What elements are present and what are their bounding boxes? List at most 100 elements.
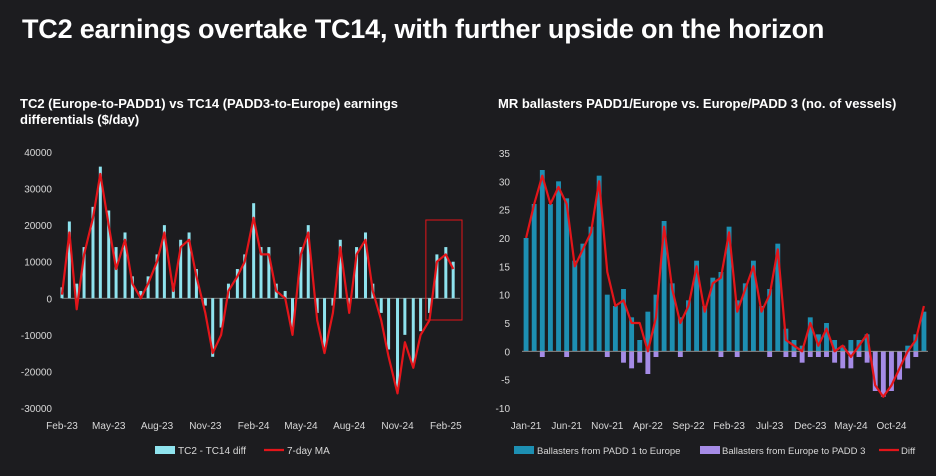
padd1-bar [718, 272, 724, 352]
europe-bar [815, 351, 821, 357]
diff-bar [82, 247, 86, 299]
x-tick-label-2: Apr-22 [633, 421, 663, 432]
y-tick-label-2: 10 [499, 291, 511, 302]
diff-bar [355, 247, 359, 299]
diff-bar [428, 298, 432, 313]
diff-bar [419, 298, 423, 332]
europe-bar [783, 351, 789, 357]
x-tick-label-2: Feb-23 [713, 421, 745, 432]
diff-bar [411, 298, 415, 365]
padd1-bar [759, 306, 764, 352]
padd1-bar [824, 323, 829, 352]
y-tick-label-2: -5 [501, 376, 510, 387]
highlight-box [425, 219, 463, 321]
diff-bar [187, 232, 191, 299]
diff-bar [114, 247, 118, 299]
padd1-bar [539, 170, 545, 352]
x-tick-label-1: Nov-23 [189, 421, 222, 432]
padd1-bar [669, 283, 675, 352]
europe-bar [807, 351, 813, 357]
y-tick-label-2: 5 [504, 319, 510, 330]
diff-bar [403, 298, 407, 335]
europe-bar [653, 351, 659, 357]
diff-bar [396, 298, 400, 390]
diff-bar [315, 298, 319, 313]
padd1-bar [653, 294, 659, 352]
y-tick-label-1: -30000 [21, 404, 53, 415]
padd1-bar [807, 317, 813, 352]
padd1-bar [913, 334, 919, 352]
diff-bar [387, 298, 391, 350]
europe-bar [539, 351, 545, 357]
chart-2-title: MR ballasters PADD1/Europe vs. Europe/PA… [498, 96, 897, 111]
padd1-bar [905, 345, 911, 352]
x-tick-label-1: Feb-25 [430, 421, 462, 432]
x-tick-label-2: Jan-21 [511, 421, 542, 432]
y-tick-label-1: -20000 [21, 367, 53, 378]
padd1-bar [645, 311, 651, 352]
europe-bar [864, 351, 870, 363]
europe-bar [645, 351, 651, 374]
padd1-bar [547, 204, 553, 352]
padd1-bar [612, 306, 618, 352]
x-tick-label-2: Nov-21 [591, 421, 624, 432]
legend-label-diff: Diff [901, 446, 915, 457]
diff-bar [203, 298, 207, 306]
diff-bar [162, 225, 166, 299]
europe-bar [872, 351, 878, 391]
padd1-bar [629, 317, 635, 352]
europe-bar [564, 351, 570, 357]
diff-bar [444, 247, 448, 299]
padd1-bar [742, 283, 748, 352]
diff-bar [299, 247, 303, 299]
legend-swatch-padd1 [514, 446, 534, 454]
y-tick-label-2: 35 [499, 149, 511, 160]
europe-bar [629, 351, 635, 369]
europe-bar [604, 351, 610, 357]
x-tick-label-1: Feb-23 [46, 421, 78, 432]
diff-bar [235, 269, 239, 299]
y-tick-label-1: 30000 [24, 185, 52, 196]
europe-bar [799, 351, 805, 363]
diff-bar [331, 298, 335, 306]
diff-bar [259, 247, 263, 299]
padd1-bar [848, 340, 854, 352]
y-tick-label-2: 20 [499, 234, 511, 245]
y-tick-label-2: 15 [499, 262, 511, 273]
padd1-bar [523, 238, 529, 352]
europe-bar [832, 351, 838, 363]
padd1-bar [702, 306, 708, 352]
diff-bar [146, 276, 150, 299]
europe-bar [897, 351, 903, 380]
europe-bar [621, 351, 626, 363]
x-tick-label-2: Jul-23 [756, 421, 784, 432]
padd1-bar [840, 345, 846, 352]
europe-bar [637, 351, 643, 363]
diff-bar [243, 254, 247, 299]
diff-bar [91, 206, 95, 299]
diff-bar [323, 298, 327, 350]
y-tick-label-1: 10000 [24, 258, 52, 269]
diff-bar [98, 166, 102, 299]
padd1-bar [572, 260, 578, 352]
padd1-bar [677, 317, 683, 352]
padd1-bar [832, 340, 838, 352]
diff-bar [211, 298, 215, 357]
legend-label-europe: Ballasters from Europe to PADD 3 [722, 446, 865, 457]
legend-label-line: 7-day MA [287, 446, 330, 457]
diff-bar [379, 298, 383, 313]
x-tick-label-2: Jun-21 [551, 421, 582, 432]
y-tick-label-1: 0 [46, 294, 52, 305]
padd1-bar [694, 260, 700, 352]
legend-swatch-bars [155, 446, 175, 454]
europe-bar [856, 351, 862, 357]
diff-bar [123, 232, 127, 299]
europe-bar [824, 351, 829, 357]
diff-bar [179, 239, 183, 299]
chart-1-title: TC2 (Europe-to-PADD1) vs TC14 (PADD3-to-… [20, 96, 398, 127]
diff-bar [451, 261, 455, 299]
y-tick-label-1: -10000 [21, 331, 53, 342]
diff-bar [130, 276, 134, 299]
padd1-bar [556, 181, 561, 352]
